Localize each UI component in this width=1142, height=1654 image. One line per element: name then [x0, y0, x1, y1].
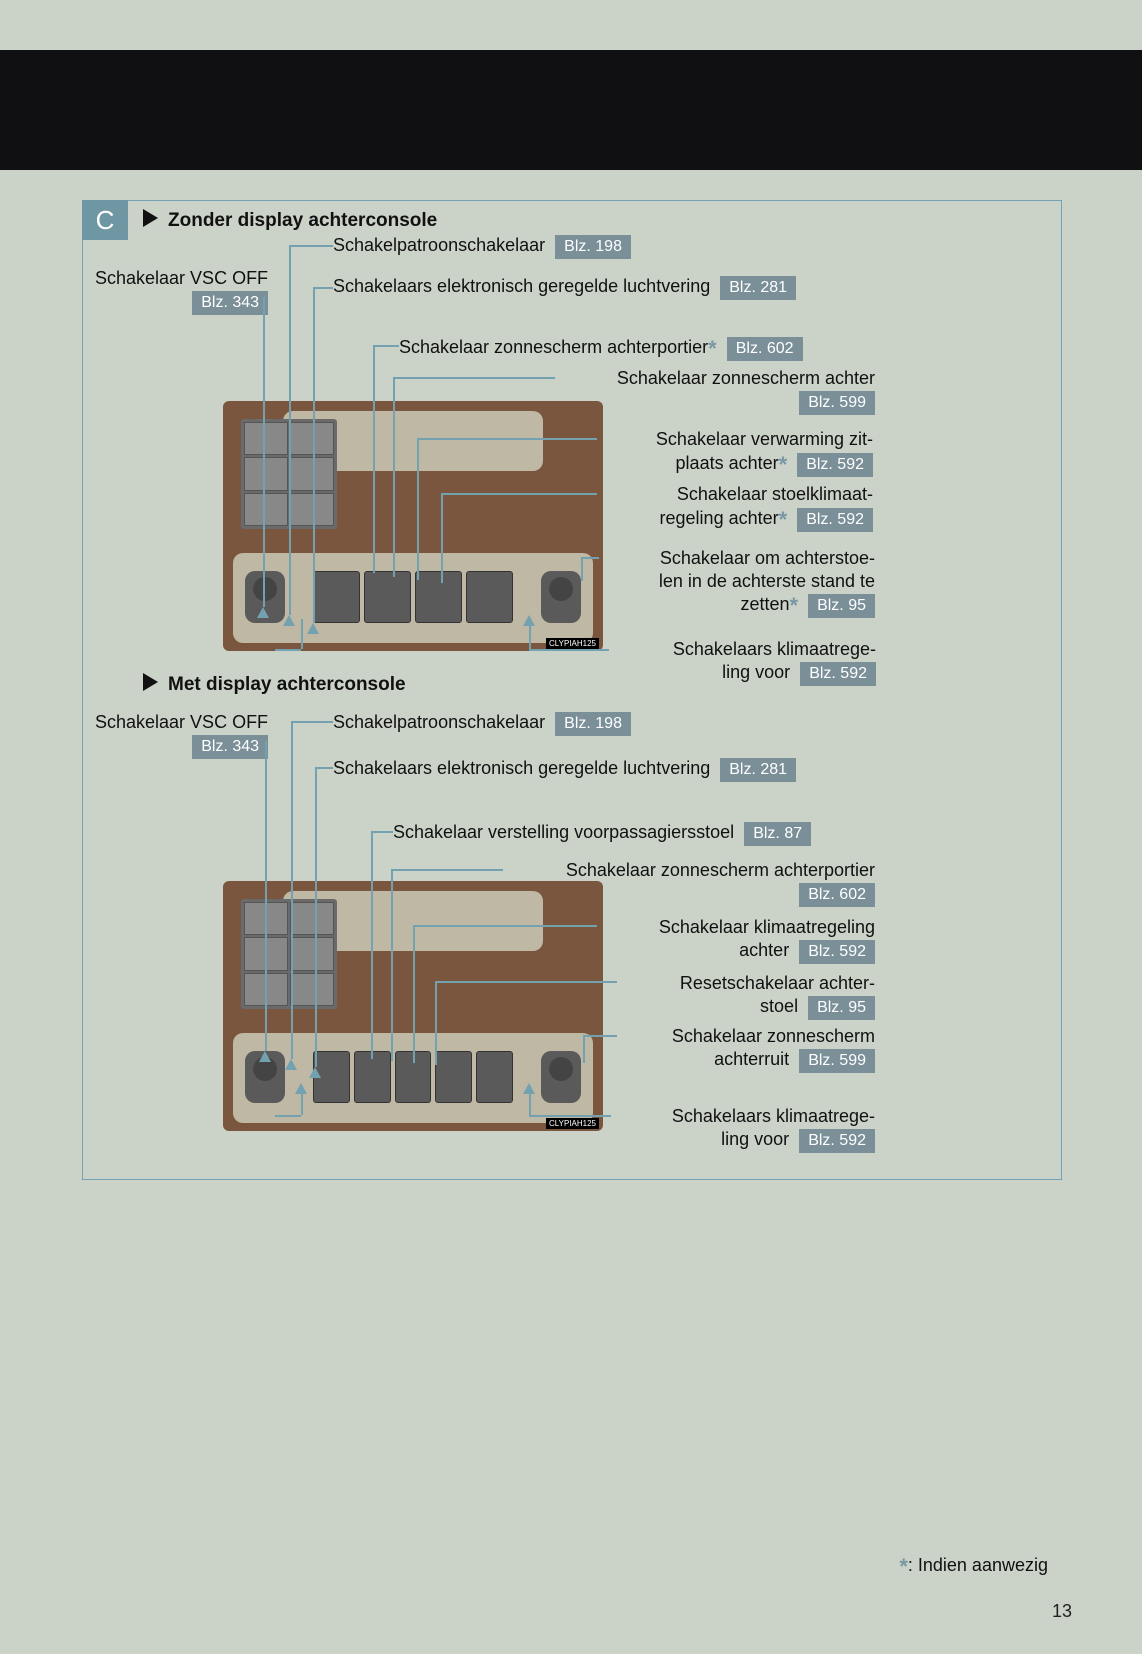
page-ref[interactable]: Blz. 592 — [799, 1129, 875, 1153]
label-stoelklimaat: Schakelaar stoelklimaat-regeling achter*… — [598, 483, 873, 533]
footnote: *: Indien aanwezig — [899, 1554, 1048, 1580]
label-luchtvering-1: Schakelaars elektronisch geregelde lucht… — [333, 275, 796, 300]
page-ref[interactable]: Blz. 95 — [808, 996, 875, 1020]
label-schakelpatroon-1: Schakelpatroonschakelaar Blz. 198 — [333, 234, 631, 259]
section1-heading: Zonder display achterconsole — [143, 209, 437, 232]
section1-heading-text: Zonder display achterconsole — [168, 210, 437, 231]
label-zonnescherm-achter-1: Schakelaar zonnescherm achterBlz. 599 — [555, 367, 875, 415]
label-verstelling-voorpassagier: Schakelaar verstelling voorpassagierssto… — [393, 821, 811, 846]
page-ref[interactable]: Blz. 198 — [555, 235, 631, 259]
page-number: 13 — [1052, 1601, 1072, 1622]
triangle-icon — [143, 673, 158, 691]
section-badge: C — [82, 200, 128, 240]
page-ref[interactable]: Blz. 95 — [808, 594, 875, 618]
page-ref[interactable]: Blz. 599 — [799, 1049, 875, 1073]
label-klimaat-voor-1: Schakelaars klimaatrege-ling voor Blz. 5… — [611, 638, 876, 686]
illustration-watermark: CLYPIAH125 — [546, 638, 599, 649]
label-vsc-off-1: Schakelaar VSC OFFBlz. 343 — [95, 267, 268, 315]
label-klimaat-voor-2: Schakelaars klimaatrege-ling voor Blz. 5… — [611, 1105, 875, 1153]
page-ref[interactable]: Blz. 281 — [720, 758, 796, 782]
label-reset-achterstoel: Resetschakelaar achter-stoel Blz. 95 — [619, 972, 875, 1020]
label-luchtvering-2: Schakelaars elektronisch geregelde lucht… — [333, 757, 796, 782]
label-vsc-off-2: Schakelaar VSC OFFBlz. 343 — [95, 711, 268, 759]
page-ref[interactable]: Blz. 592 — [800, 662, 876, 686]
page-ref[interactable]: Blz. 343 — [192, 291, 268, 315]
label-achterstoel-stand: Schakelaar om achterstoe-len in de achte… — [603, 547, 875, 620]
page-ref[interactable]: Blz. 592 — [797, 453, 873, 477]
label-klimaat-achter: Schakelaar klimaatregelingachter Blz. 59… — [599, 916, 875, 964]
page-ref[interactable]: Blz. 602 — [799, 883, 875, 907]
page-ref[interactable]: Blz. 198 — [555, 712, 631, 736]
triangle-icon — [143, 209, 158, 227]
section2-heading-text: Met display achterconsole — [168, 674, 406, 695]
illustration-watermark: CLYPIAH125 — [546, 1118, 599, 1129]
page-ref[interactable]: Blz. 343 — [192, 735, 268, 759]
page-ref[interactable]: Blz. 602 — [727, 337, 803, 361]
label-schakelpatroon-2: Schakelpatroonschakelaar Blz. 198 — [333, 711, 631, 736]
page-ref[interactable]: Blz. 592 — [797, 508, 873, 532]
header-bar — [0, 50, 1142, 170]
label-zonnescherm-achterportier-1: Schakelaar zonnescherm achterportier* Bl… — [399, 335, 803, 363]
page-ref[interactable]: Blz. 599 — [799, 391, 875, 415]
label-zonnescherm-achterportier-2: Schakelaar zonnescherm achterportierBlz.… — [505, 859, 875, 907]
label-zonnescherm-achterruit: Schakelaar zonneschermachterruit Blz. 59… — [619, 1025, 875, 1073]
label-verwarming-zitplaats: Schakelaar verwarming zit-plaats achter*… — [598, 428, 873, 478]
diagram-panel: C Zonder display achterconsole CLYPIAH12… — [82, 200, 1062, 1180]
page-ref[interactable]: Blz. 592 — [799, 940, 875, 964]
page-ref[interactable]: Blz. 281 — [720, 276, 796, 300]
page-ref[interactable]: Blz. 87 — [744, 822, 811, 846]
section2-heading: Met display achterconsole — [143, 673, 406, 696]
